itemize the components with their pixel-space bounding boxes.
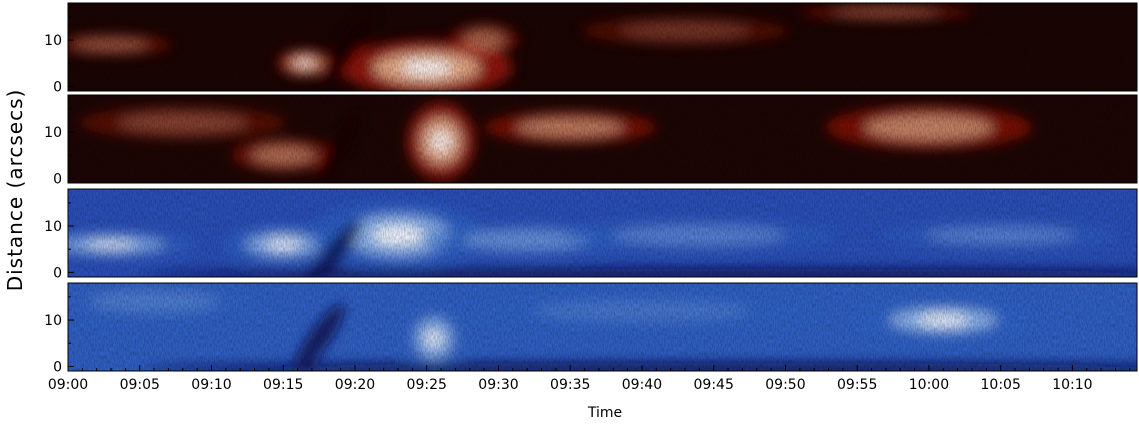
x-axis-label: Time [587, 405, 622, 421]
x-tick-label: 09:25 [407, 377, 447, 393]
y-tick-label: 0 [53, 79, 62, 95]
x-tick-label: 09:55 [837, 377, 877, 393]
x-tick-label: 09:50 [765, 377, 805, 393]
x-tick-label: 09:00 [48, 377, 88, 393]
y-tick-label: 0 [53, 171, 62, 187]
heatmap-panel: 0 10 [44, 188, 1138, 281]
y-tick-label: 0 [53, 265, 62, 281]
x-tick-label: 09:35 [550, 377, 590, 393]
x-tick-label: 09:40 [622, 377, 662, 393]
panel-frame [67, 2, 1138, 92]
panel-texture [68, 189, 1137, 277]
x-axis: 09:00 09:05 09:10 09:15 09:20 09:25 09:30 09:35… [48, 365, 1131, 393]
y-tick-label: 10 [44, 125, 62, 141]
y-tick-label: 10 [44, 313, 62, 329]
panel-texture [68, 95, 1137, 183]
x-tick-label: 09:10 [191, 377, 231, 393]
x-tick-label: 10:00 [909, 377, 949, 393]
panel-frame [67, 188, 1138, 278]
y-axis-label: Distance (arcsecs) [3, 89, 27, 292]
panel-frame [67, 282, 1138, 372]
y-tick-label: 0 [53, 359, 62, 375]
x-tick-label: 09:45 [694, 377, 734, 393]
y-tick-label: 10 [44, 33, 62, 49]
x-tick-label: 09:05 [120, 377, 160, 393]
x-tick-label: 10:10 [1052, 377, 1092, 393]
x-tick-label: 09:30 [478, 377, 518, 393]
panel-texture [68, 3, 1137, 91]
panel-texture [68, 283, 1137, 371]
panel-frame [67, 94, 1138, 184]
x-tick-label: 10:05 [981, 377, 1021, 393]
y-tick-label: 10 [44, 219, 62, 235]
x-tick-label: 09:15 [263, 377, 303, 393]
heatmap-panel: 0 10 [44, 282, 1138, 375]
heatmap-panel: 0 10 [44, 94, 1138, 187]
x-tick-label: 09:20 [335, 377, 375, 393]
heatmap-panel: 0 10 [44, 2, 1138, 95]
heatmap-panels: 0 10 0 10 0 10 0 10 [44, 2, 1138, 375]
